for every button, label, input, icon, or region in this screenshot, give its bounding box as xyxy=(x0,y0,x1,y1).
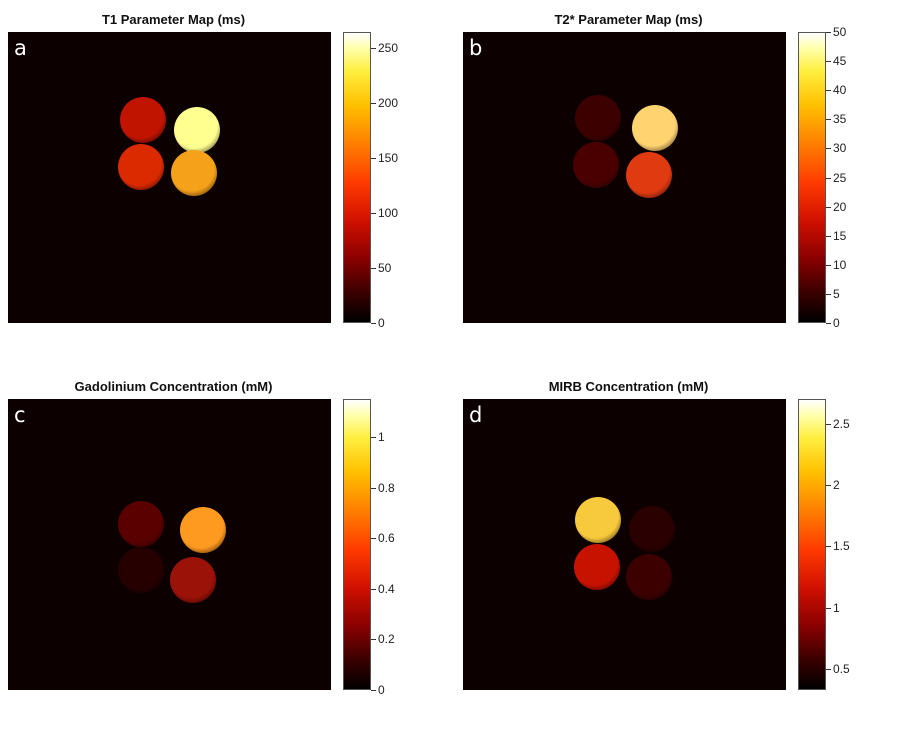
colorbar-tick-label: 2.5 xyxy=(833,416,850,431)
colorbar-tick xyxy=(826,607,831,609)
chart-title: T2* Parameter Map (ms) xyxy=(554,12,703,27)
phantom-vial-top-left xyxy=(118,501,164,547)
parameter-map-image: a xyxy=(8,32,331,323)
colorbar xyxy=(798,32,826,323)
colorbar xyxy=(343,399,371,690)
phantom-vial-bottom-right xyxy=(626,152,672,198)
colorbar-tick-label: 1 xyxy=(833,600,840,615)
colorbar-tick xyxy=(371,213,376,215)
colorbar-tick-label: 15 xyxy=(833,228,847,243)
phantom-vial-bottom-right xyxy=(171,150,217,196)
phantom-vial-top-left xyxy=(575,95,621,141)
colorbar-tick-label: 50 xyxy=(833,25,847,39)
colorbar-tick-label: 0.6 xyxy=(378,531,395,546)
colorbar-tick-label: 2 xyxy=(833,477,840,492)
phantom-vial-bottom-left xyxy=(118,547,164,593)
phantom-vial-bottom-right xyxy=(170,557,216,603)
colorbar-tick xyxy=(826,61,831,63)
colorbar-tick xyxy=(371,588,376,590)
colorbar-tick xyxy=(826,235,831,237)
colorbar-tick-label: 0.2 xyxy=(378,632,395,647)
colorbar-tick-label: 0.4 xyxy=(378,581,395,596)
colorbar-tick-label: 250 xyxy=(378,41,399,56)
colorbar-tick-label: 0 xyxy=(378,683,385,697)
panel-letter: c xyxy=(14,403,26,427)
parameter-map-image: c xyxy=(8,399,331,690)
parameter-map-image: b xyxy=(463,32,786,323)
phantom-vial-bottom-left xyxy=(573,142,619,188)
colorbar-tick xyxy=(826,264,831,266)
colorbar-tick-label: 10 xyxy=(833,257,847,272)
panel-letter: a xyxy=(14,36,27,60)
colorbar-tick-label: 150 xyxy=(378,151,399,166)
colorbar-tick xyxy=(371,103,376,105)
colorbar-tick xyxy=(371,436,376,438)
colorbar-tick xyxy=(371,639,376,641)
parameter-map-image: d xyxy=(463,399,786,690)
colorbar-tick xyxy=(371,158,376,160)
chart-title: MIRB Concentration (mM) xyxy=(548,379,709,394)
colorbar-tick-label: 200 xyxy=(378,96,399,111)
panel-gadolinium-map: Gadolinium Concentration (mM) c 0 0.2 0.4 0… xyxy=(0,367,455,734)
phantom-vial-bottom-right xyxy=(626,554,672,600)
colorbar-tick-label: 50 xyxy=(378,261,392,276)
phantom-vial-top-left xyxy=(120,97,166,143)
colorbar-tick-label: 0 xyxy=(378,316,385,330)
phantom-vial-bottom-left xyxy=(118,144,164,190)
colorbar-tick xyxy=(371,323,376,324)
phantom-vial-top-right xyxy=(629,506,675,552)
colorbar-tick-label: 45 xyxy=(833,54,847,69)
colorbar-tick xyxy=(826,148,831,150)
colorbar-tick-label: 20 xyxy=(833,199,847,214)
colorbar-tick xyxy=(826,546,831,548)
phantom-vial-bottom-left xyxy=(574,544,620,590)
colorbar-tick xyxy=(826,90,831,92)
colorbar-tick xyxy=(371,690,376,691)
colorbar-tick xyxy=(371,48,376,50)
chart-title: Gadolinium Concentration (mM) xyxy=(74,379,273,394)
colorbar-tick xyxy=(826,484,831,486)
colorbar-tick-label: 100 xyxy=(378,206,399,221)
colorbar-tick xyxy=(826,32,831,33)
colorbar-tick-label: 0 xyxy=(833,316,840,330)
phantom-vial-top-left xyxy=(575,497,621,543)
colorbar-tick-label: 1.5 xyxy=(833,539,850,554)
colorbar-tick-label: 0.5 xyxy=(833,662,850,677)
colorbar-tick-label: 35 xyxy=(833,112,847,127)
colorbar-tick-label: 1 xyxy=(378,429,385,444)
chart-title: T1 Parameter Map (ms) xyxy=(101,12,246,27)
colorbar-tick-label: 25 xyxy=(833,170,847,185)
panel-letter: d xyxy=(469,403,483,427)
phantom-vial-top-right xyxy=(174,107,220,153)
colorbar-tick xyxy=(826,119,831,121)
panel-letter: b xyxy=(469,36,483,60)
colorbar-tick xyxy=(826,423,831,425)
panel-t2star-map: T2* Parameter Map (ms) b 0 5 10 15 20 25 30 35 4… xyxy=(455,0,910,367)
panel-mirb-map: MIRB Concentration (mM) d 0.5 1 1.5 2 2.5 xyxy=(455,367,910,734)
colorbar-tick xyxy=(826,669,831,671)
colorbar-tick-label: 0.8 xyxy=(378,480,395,495)
phantom-vial-top-right xyxy=(180,507,226,553)
colorbar-tick xyxy=(371,538,376,540)
colorbar-tick xyxy=(826,177,831,179)
colorbar-tick-label: 5 xyxy=(833,286,840,301)
colorbar-tick-label: 30 xyxy=(833,141,847,156)
colorbar-tick xyxy=(826,293,831,295)
colorbar-tick xyxy=(371,268,376,270)
colorbar-tick xyxy=(826,323,831,324)
colorbar xyxy=(798,399,826,690)
colorbar-tick-label: 40 xyxy=(833,83,847,98)
colorbar-tick xyxy=(826,206,831,208)
panel-t1-map: T1 Parameter Map (ms) a 0 50 100 150 200 250 xyxy=(0,0,455,367)
colorbar-tick xyxy=(371,487,376,489)
colorbar xyxy=(343,32,371,323)
phantom-vial-top-right xyxy=(632,105,678,151)
